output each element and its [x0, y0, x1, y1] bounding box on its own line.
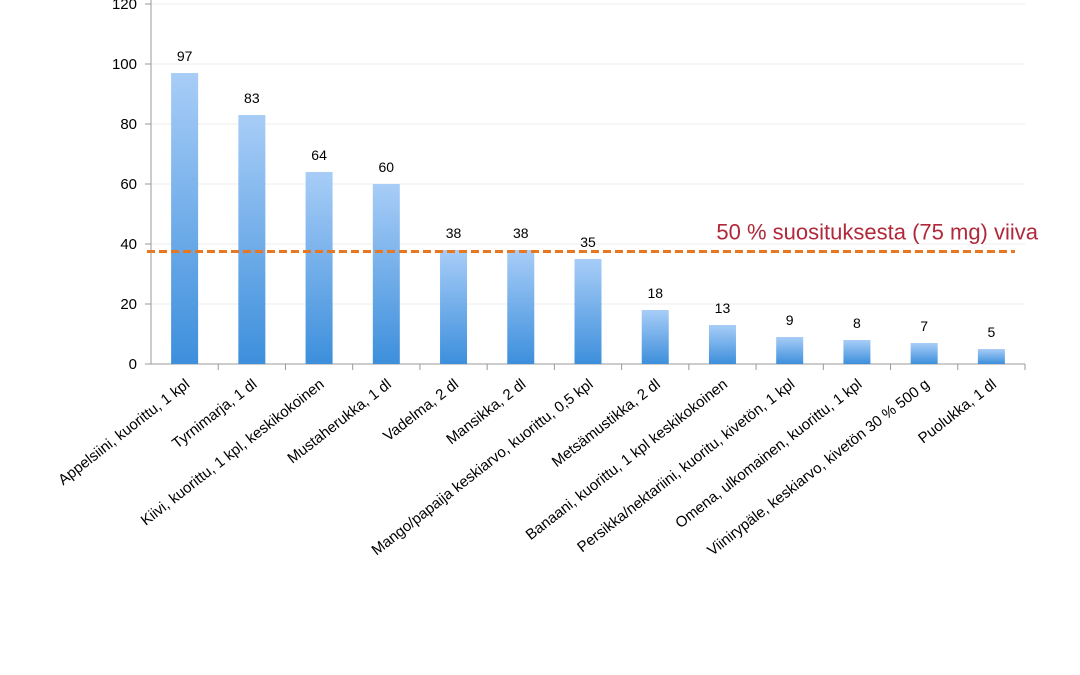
x-tick-label: Appelsiini, kuorittu, 1 kpl — [55, 376, 193, 489]
bar — [372, 184, 400, 364]
reference-line-label: 50 % suosituksesta (75 mg) viiva — [716, 220, 1038, 245]
x-tick-label: Metsämustikka, 2 dl — [549, 376, 664, 471]
y-tick-label: 0 — [129, 356, 137, 373]
data-label: 5 — [987, 324, 995, 340]
y-tick-label: 120 — [112, 0, 137, 13]
bar — [238, 115, 266, 364]
data-label: 83 — [244, 90, 260, 106]
y-tick-label: 100 — [112, 56, 137, 73]
bar — [910, 343, 938, 364]
y-tick-label: 20 — [120, 296, 137, 313]
y-tick-label: 60 — [120, 176, 137, 193]
data-label: 38 — [446, 225, 462, 241]
axes: 0 20 40 60 80 100 120 Appelsiini, kuorittu, 1 k… — [55, 0, 1026, 559]
data-label: 13 — [715, 300, 731, 316]
data-label: 60 — [379, 159, 395, 175]
data-label: 7 — [920, 318, 928, 334]
data-label: 18 — [647, 285, 663, 301]
y-tick-label: 80 — [120, 116, 137, 133]
bar — [507, 250, 535, 364]
bar — [776, 337, 804, 364]
bar — [574, 259, 602, 364]
data-label: 97 — [177, 48, 193, 64]
data-label: 35 — [580, 234, 596, 250]
data-label: 8 — [853, 315, 861, 331]
gridlines — [151, 3, 1025, 305]
bar — [977, 349, 1005, 364]
data-label: 38 — [513, 225, 529, 241]
bar — [171, 73, 199, 364]
bar — [440, 250, 468, 364]
bar — [641, 310, 669, 364]
data-label: 9 — [786, 312, 794, 328]
reference-line-group: 50 % suosituksesta (75 mg) viiva — [147, 220, 1039, 253]
data-label: 64 — [311, 147, 327, 163]
bar — [305, 172, 333, 364]
bar — [843, 340, 871, 364]
bars: 97 83 64 60 38 38 35 18 13 9 8 7 5 — [171, 48, 1005, 364]
bar — [708, 325, 736, 364]
y-tick-label: 40 — [120, 236, 137, 253]
